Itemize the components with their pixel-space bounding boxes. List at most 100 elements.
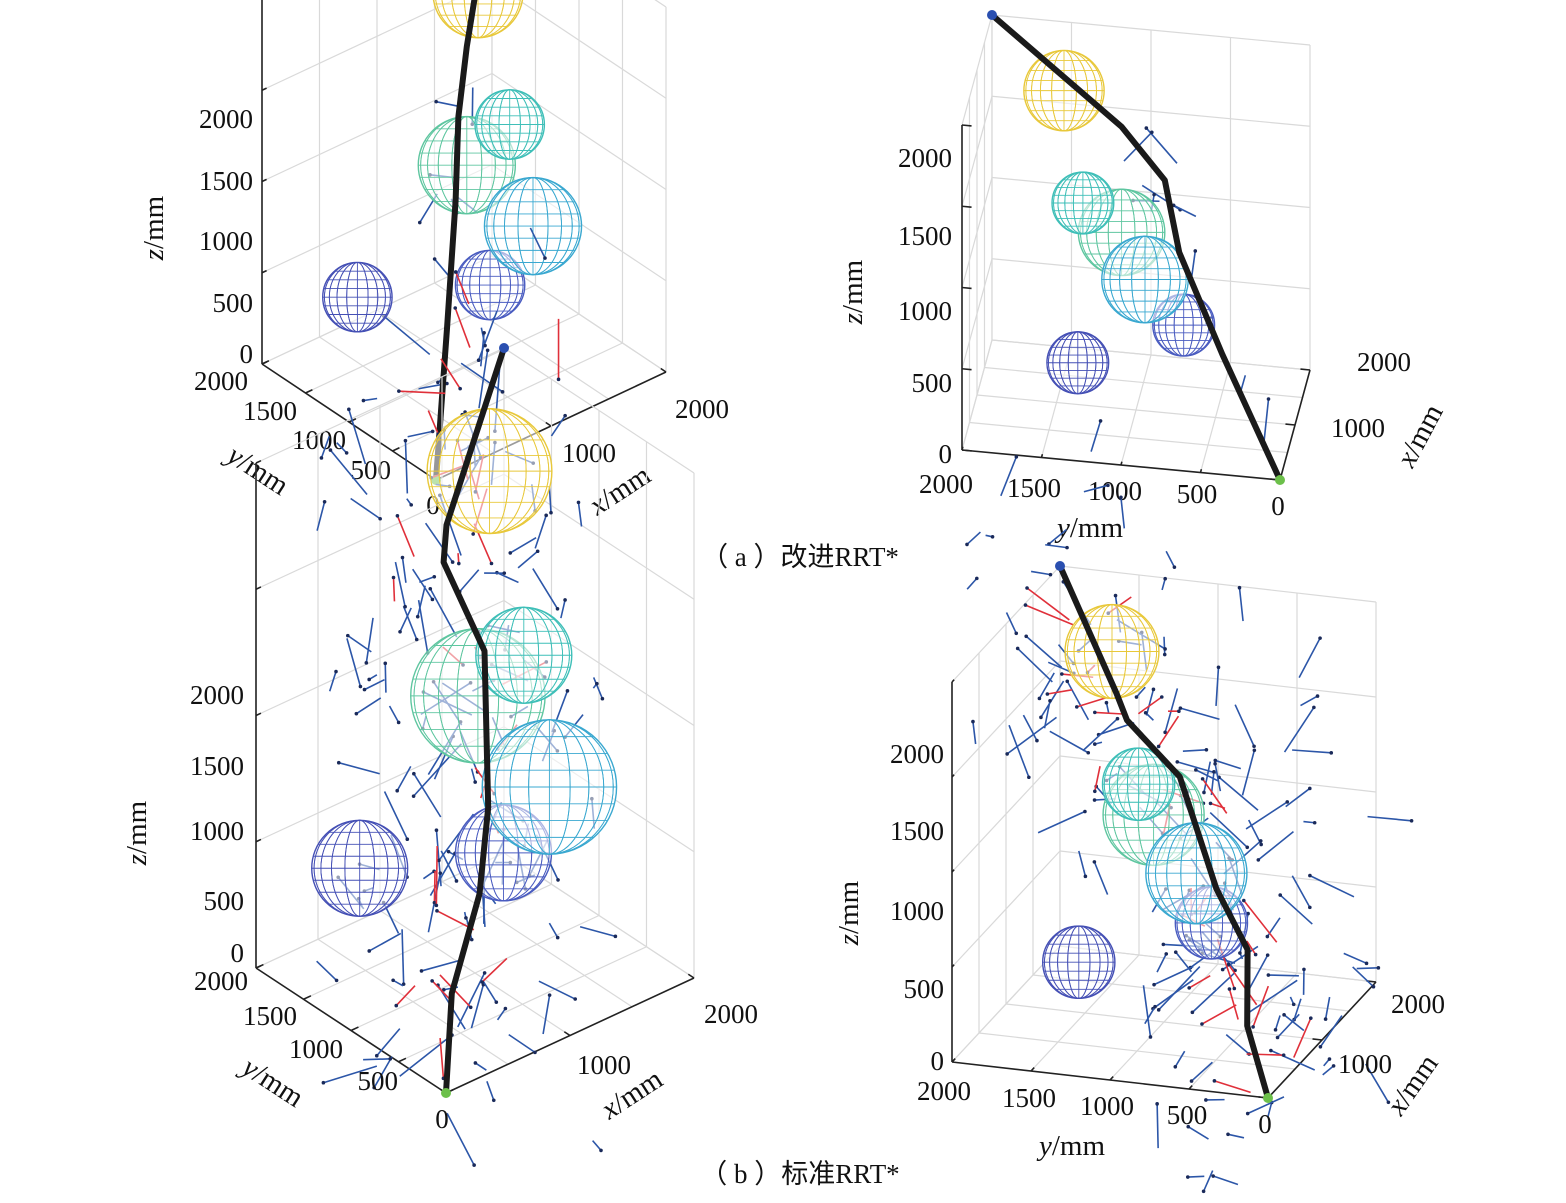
tree-edge <box>412 568 434 600</box>
tree-edge <box>1283 706 1315 753</box>
tree-edge <box>399 607 412 633</box>
tree-node <box>502 571 507 575</box>
tree-edge <box>496 1008 507 1021</box>
tree-edge <box>1142 985 1152 1038</box>
tree-node <box>391 575 396 580</box>
tree-node <box>1245 845 1250 850</box>
tree-edge <box>338 761 380 775</box>
tree-edge <box>336 442 348 454</box>
tree-edge <box>1203 761 1212 793</box>
optimal-path <box>433 0 478 481</box>
tree-edge <box>470 984 485 1029</box>
tree-edge <box>457 972 486 1028</box>
pruned-edge <box>454 271 470 305</box>
tree-node <box>556 878 560 882</box>
tree-node <box>346 633 350 638</box>
y-tick-label: 0 <box>1271 491 1285 521</box>
tree-node <box>435 909 439 913</box>
sphere-obstacle <box>1051 171 1115 235</box>
tree-node <box>396 720 401 725</box>
tree-node <box>1312 705 1316 710</box>
pruned-edge <box>1137 696 1163 715</box>
tree-node <box>1266 397 1271 401</box>
pruned-edge <box>1188 975 1211 989</box>
tree-edge <box>388 705 400 723</box>
tree-edge <box>328 671 337 692</box>
gridline <box>951 660 1061 778</box>
tree-edge <box>368 932 402 952</box>
tree-node <box>1173 1065 1178 1069</box>
tree-node <box>469 937 474 942</box>
tree-node <box>358 684 363 689</box>
path-b-right <box>1055 561 1273 1103</box>
tree-edge <box>1303 820 1315 824</box>
tree-edge <box>577 502 583 527</box>
tree-edge <box>383 315 431 356</box>
tree-edge <box>1008 724 1030 778</box>
sphere-meridian <box>323 262 391 333</box>
axes-b-right <box>951 679 1377 1099</box>
tree-node <box>415 614 420 619</box>
tree-node <box>395 788 400 793</box>
tree-node <box>613 934 618 939</box>
tree-node <box>454 879 459 883</box>
pruned-edge <box>1094 766 1101 792</box>
tree-node <box>1201 1189 1206 1194</box>
tree-edge <box>1048 529 1067 545</box>
tree-node <box>1193 249 1198 253</box>
tree-node <box>453 270 458 274</box>
tree-edge <box>1238 587 1244 622</box>
tree-node <box>395 514 400 518</box>
tree-node <box>1152 192 1156 197</box>
tree-node <box>1386 1100 1391 1105</box>
pruned-edge <box>440 358 461 390</box>
tree-node <box>1237 585 1242 590</box>
tree-edge <box>1322 1065 1335 1076</box>
tree-node <box>457 561 461 566</box>
tree-edge <box>966 577 978 590</box>
tree-node <box>403 438 408 443</box>
y-tick-label: 1500 <box>243 396 297 426</box>
y-tick-mark <box>1109 1075 1114 1081</box>
y-tick-mark <box>255 963 264 969</box>
sphere-meridian <box>1053 171 1113 235</box>
z-tick-label: 1500 <box>199 166 253 196</box>
tree-node <box>458 386 462 391</box>
sphere-obstacle <box>432 0 524 39</box>
z-tick-mark <box>261 178 267 183</box>
sphere-meridian <box>1066 604 1158 699</box>
tree-node <box>990 534 995 539</box>
tree-node <box>1190 1010 1195 1015</box>
x-tick-mark <box>1312 1038 1323 1041</box>
tree-node <box>446 849 451 854</box>
tree-edge <box>1214 763 1222 792</box>
tree-edge <box>1180 707 1220 721</box>
z-axis-label: z/mm <box>138 195 170 261</box>
tree-edge <box>1263 398 1270 443</box>
tree-edge <box>1195 769 1219 782</box>
tree-node <box>1409 818 1414 823</box>
sphere-meridian <box>435 0 521 39</box>
tree-node <box>1037 696 1042 701</box>
tree-node <box>412 771 416 776</box>
pruned-edge <box>1252 985 1270 1028</box>
tree-edge <box>376 1028 401 1057</box>
tree-node <box>1048 698 1052 703</box>
x-tick-label: 1000 <box>577 1050 631 1080</box>
goal-point <box>1055 561 1065 571</box>
y-tick-label: 2000 <box>194 966 248 996</box>
tree-node <box>1204 748 1209 752</box>
tree-node <box>1092 742 1097 746</box>
z-tick-label: 2000 <box>199 104 253 134</box>
gridline <box>951 945 1061 1063</box>
tree-node <box>1200 777 1205 781</box>
gridline <box>961 258 993 369</box>
tree-edge <box>1298 637 1321 678</box>
tree-edge <box>1218 776 1259 811</box>
tree-edge <box>407 430 433 438</box>
sphere-obstacle <box>1023 49 1105 132</box>
z-tick-label: 1000 <box>898 296 952 326</box>
tree-node <box>1331 1064 1336 1068</box>
tree-edge <box>1187 1175 1205 1178</box>
x-tick-label: 1000 <box>1331 413 1385 443</box>
